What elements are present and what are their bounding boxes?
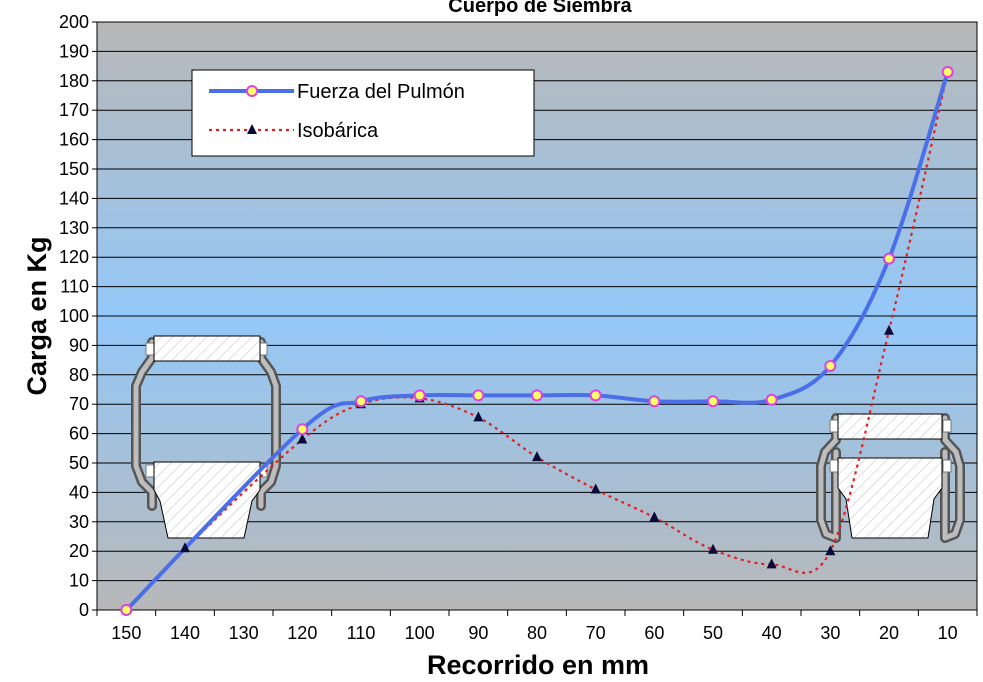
- point-isobarica: [649, 511, 660, 522]
- point-fuerza: [707, 395, 719, 408]
- point-isobarica: [825, 545, 836, 556]
- y-tick-label: 90: [69, 335, 89, 355]
- chart-title: Cuerpo de Siembra: [448, 0, 632, 17]
- point-fuerza: [296, 423, 309, 436]
- y-tick-label: 110: [60, 277, 89, 297]
- point-isobarica: [590, 483, 601, 494]
- point-fuerza: [413, 389, 426, 402]
- y-axis-title: Carga en Kg: [22, 236, 52, 395]
- y-tick-label: 50: [69, 453, 89, 473]
- y-tick-label: 130: [59, 218, 89, 238]
- x-tick-label: 40: [762, 623, 782, 643]
- y-tick-label: 30: [69, 512, 89, 532]
- series-layer: [120, 65, 954, 616]
- y-tick-label: 20: [69, 541, 89, 561]
- y-tick-label: 40: [69, 482, 89, 502]
- point-fuerza: [883, 252, 895, 265]
- point-fuerza: [941, 65, 954, 78]
- legend-label-isobarica: Isobárica: [297, 120, 379, 142]
- y-tick-label: 200: [59, 12, 89, 32]
- x-tick-label: 90: [468, 623, 488, 643]
- point-fuerza: [355, 395, 367, 408]
- y-tick-label: 80: [69, 365, 89, 385]
- point-isobarica: [473, 411, 484, 422]
- x-tick-label: 130: [229, 623, 259, 643]
- y-tick-label: 0: [79, 600, 89, 620]
- point-isobarica: [532, 451, 542, 462]
- y-tick-label: 140: [59, 188, 89, 208]
- y-tick-label: 170: [59, 100, 89, 120]
- legend-box: [191, 69, 535, 157]
- x-tick-label: 110: [347, 623, 376, 643]
- x-tick-label: 150: [111, 623, 141, 643]
- legend-marker-fuerza: [246, 85, 258, 97]
- point-isobarica: [884, 324, 894, 335]
- x-tick-label: 140: [170, 623, 200, 643]
- x-tick-label: 30: [820, 623, 840, 643]
- point-fuerza: [531, 389, 543, 402]
- y-tick-label: 160: [59, 130, 89, 150]
- y-tick-label: 100: [59, 306, 89, 326]
- point-isobarica: [180, 542, 190, 553]
- y-axis-ticks: 0 10 20 30 40 50 60 70 80 90 100 110 120 130 140 150 160…: [59, 12, 97, 620]
- y-tick-label: 190: [59, 41, 89, 61]
- legend: Fuerza del Pulmón Isobárica: [191, 69, 535, 157]
- x-tick-label: 10: [938, 623, 958, 643]
- y-tick-label: 70: [69, 394, 89, 414]
- x-tick-label: 100: [405, 623, 435, 643]
- spring-illustration-left: [131, 335, 281, 539]
- y-tick-label: 180: [59, 71, 89, 91]
- x-tick-label: 60: [644, 623, 664, 643]
- x-tick-label: 120: [287, 623, 317, 643]
- point-fuerza: [824, 359, 837, 372]
- x-axis-ticks: 150 140 130 120 110 100 90 80 70 60 50 40 30 20 10: [96, 610, 978, 643]
- y-tick-label: 10: [69, 571, 89, 591]
- legend-marker-isobarica: [247, 124, 257, 134]
- x-tick-label: 50: [703, 623, 723, 643]
- x-tick-label: 20: [879, 623, 899, 643]
- x-tick-label: 70: [586, 623, 606, 643]
- x-tick-label: 80: [527, 623, 547, 643]
- x-axis-title: Recorrido en mm: [427, 650, 649, 680]
- legend-label-fuerza: Fuerza del Pulmón: [297, 81, 465, 103]
- point-isobarica: [297, 433, 308, 444]
- point-fuerza: [120, 604, 133, 616]
- y-tick-label: 150: [59, 159, 89, 179]
- point-fuerza: [648, 395, 661, 408]
- point-fuerza: [765, 393, 778, 406]
- y-tick-label: 120: [59, 247, 89, 267]
- spring-illustration-right: [816, 413, 965, 543]
- point-fuerza: [472, 389, 485, 402]
- point-fuerza: [589, 389, 602, 402]
- y-tick-label: 60: [69, 424, 89, 444]
- point-isobarica: [708, 543, 718, 554]
- point-isobarica: [766, 558, 777, 569]
